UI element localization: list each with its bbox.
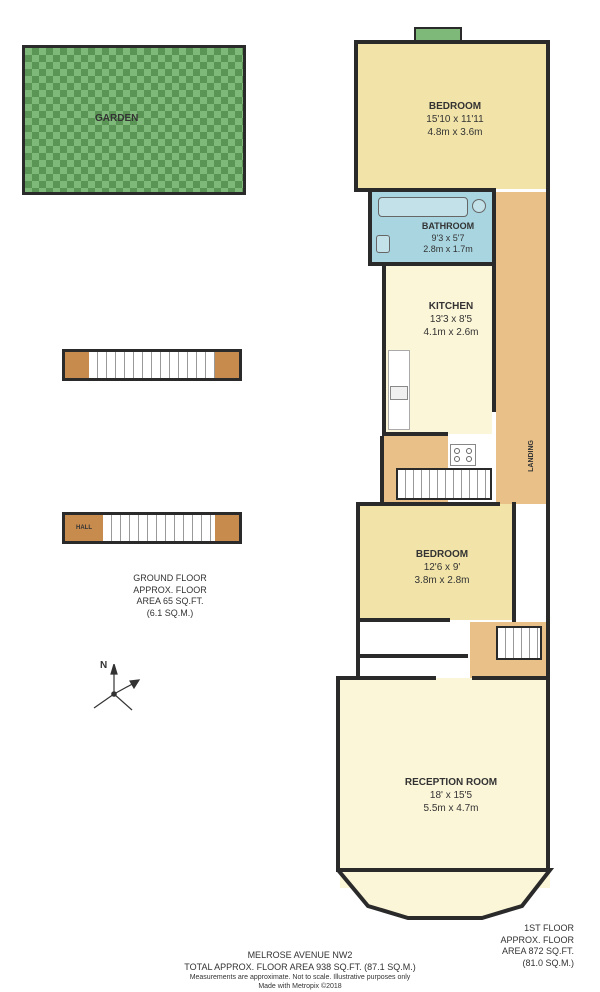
bed2-ft: 12'6 x 9'	[392, 561, 492, 574]
rec-wall-right	[546, 678, 550, 872]
rec-m: 5.5m x 4.7m	[386, 802, 516, 815]
bed1-ft: 15'10 x 11'11	[400, 113, 510, 126]
bed1-m: 4.8m x 3.6m	[400, 126, 510, 139]
landing-fill	[496, 192, 546, 504]
ground-line4: (6.1 SQ.M.)	[110, 608, 230, 620]
roof-bump	[414, 27, 462, 41]
first-line2: APPROX. FLOOR	[454, 935, 574, 947]
kit-wall-right	[492, 266, 496, 412]
sink-icon	[472, 199, 486, 213]
garden-label: GARDEN	[95, 112, 138, 125]
bed1-wall-left	[354, 40, 358, 192]
rec-ft: 18' x 15'5	[386, 789, 516, 802]
kitchen-label: KITCHEN 13'3 x 8'5 4.1m x 2.6m	[406, 300, 496, 339]
bed2-name: BEDROOM	[392, 548, 492, 561]
kit-wall-left	[382, 266, 386, 436]
bed2-wall-top	[356, 502, 500, 506]
hob-icon	[450, 444, 476, 466]
toilet-icon	[376, 235, 390, 253]
compass: N	[84, 664, 144, 724]
stairs-mid	[396, 468, 492, 500]
kit-m: 4.1m x 2.6m	[406, 326, 496, 339]
bay-window	[336, 868, 554, 920]
stair-box-1	[62, 349, 242, 381]
bed2-wall-right	[512, 502, 516, 622]
footer-total: TOTAL APPROX. FLOOR AREA 938 SQ.FT. (87.…	[120, 962, 480, 974]
ground-line3: AREA 65 SQ.FT.	[110, 596, 230, 608]
rec-wall-top-l	[336, 676, 436, 680]
kitchen-sink-icon	[390, 386, 408, 400]
landing-label: LANDING	[528, 440, 535, 472]
rec-div-left	[356, 622, 360, 678]
ground-floor-info: GROUND FLOOR APPROX. FLOOR AREA 65 SQ.FT…	[110, 573, 230, 620]
mid-left	[380, 436, 384, 506]
hall-label: HALL	[76, 525, 92, 531]
bath-name: BATHROOM	[398, 221, 498, 233]
rec-name: RECEPTION ROOM	[386, 776, 516, 789]
ground-line2: APPROX. FLOOR	[110, 585, 230, 597]
compass-n: N	[100, 660, 107, 671]
bed2-wall-bot	[356, 618, 450, 622]
rec-wall-left	[336, 676, 340, 872]
reception-label: RECEPTION ROOM 18' x 15'5 5.5m x 4.7m	[386, 776, 516, 815]
kit-name: KITCHEN	[406, 300, 496, 313]
bedroom1-label: BEDROOM 15'10 x 11'11 4.8m x 3.6m	[400, 100, 510, 139]
first-line1: 1ST FLOOR	[454, 923, 574, 935]
footer-disclaimer: Measurements are approximate. Not to sca…	[120, 973, 480, 982]
bed1-wall-top	[354, 40, 550, 44]
kit-ft: 13'3 x 8'5	[406, 313, 496, 326]
bath-ft: 9'3 x 5'7	[398, 233, 498, 245]
landing-right	[546, 192, 550, 680]
bed2-wall-left	[356, 502, 360, 622]
stairs-lower	[496, 626, 542, 660]
bathtub	[378, 197, 468, 217]
bath-wall-left	[368, 192, 372, 266]
footer-block: MELROSE AVENUE NW2 TOTAL APPROX. FLOOR A…	[120, 950, 480, 992]
garden-name: GARDEN	[95, 113, 138, 124]
bedroom2-label: BEDROOM 12'6 x 9' 3.8m x 2.8m	[392, 548, 492, 587]
bath-m: 2.8m x 1.7m	[398, 244, 498, 256]
bed2-m: 3.8m x 2.8m	[392, 574, 492, 587]
rec-wall-top-r	[472, 676, 550, 680]
bed1-wall-right	[546, 40, 550, 192]
rec-div-top	[356, 654, 468, 658]
footer-address: MELROSE AVENUE NW2	[120, 950, 480, 962]
bathroom-label: BATHROOM 9'3 x 5'7 2.8m x 1.7m	[398, 221, 498, 256]
bed1-name: BEDROOM	[400, 100, 510, 113]
footer-made: Made with Metropix ©2018	[120, 982, 480, 991]
stair-box-2: HALL	[62, 512, 242, 544]
ground-line1: GROUND FLOOR	[110, 573, 230, 585]
